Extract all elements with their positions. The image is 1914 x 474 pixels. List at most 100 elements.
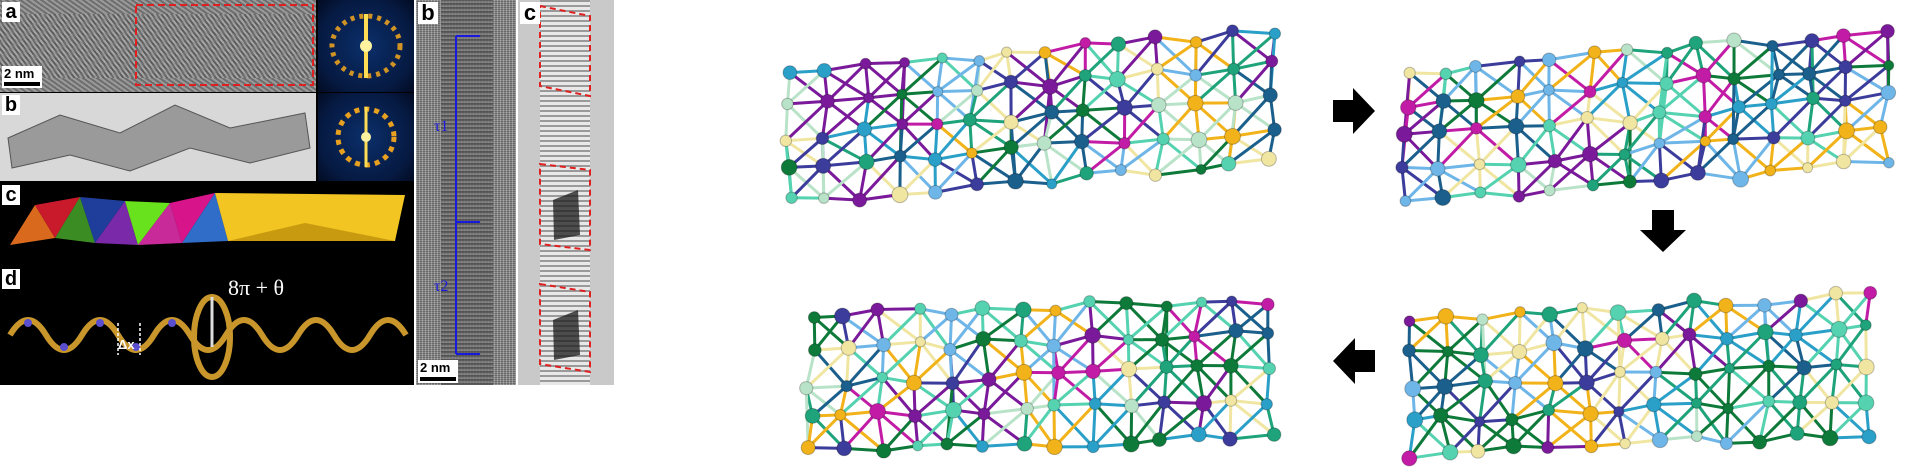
atom-bond bbox=[1654, 333, 1691, 374]
atom-bond bbox=[1547, 88, 1589, 119]
atom bbox=[815, 157, 832, 174]
atom bbox=[1510, 89, 1526, 104]
atom-bond bbox=[1623, 403, 1656, 445]
atom-bond bbox=[1194, 102, 1234, 138]
atom bbox=[1046, 338, 1061, 354]
atom bbox=[1266, 427, 1282, 442]
atom-bond bbox=[1234, 329, 1271, 370]
atom-bond bbox=[1163, 401, 1200, 436]
atom bbox=[1439, 67, 1453, 81]
atom bbox=[1792, 394, 1808, 410]
panel-b: b bbox=[0, 93, 316, 181]
atom-bond bbox=[1725, 400, 1770, 445]
atom-bond bbox=[876, 308, 922, 344]
atom-bond bbox=[1769, 45, 1774, 104]
atom-bond bbox=[935, 182, 978, 194]
atom bbox=[807, 311, 821, 324]
atom bbox=[944, 307, 959, 322]
panel-d: d 8π + θ Δx bbox=[0, 267, 414, 385]
atom bbox=[1619, 437, 1631, 450]
atom-bond bbox=[858, 155, 902, 202]
atom-bond bbox=[1738, 105, 1775, 139]
atom bbox=[1435, 93, 1452, 109]
atom bbox=[1262, 87, 1278, 103]
nanowire-render-3 bbox=[1401, 285, 1878, 467]
atom-bond bbox=[1726, 337, 1770, 368]
atom bbox=[1541, 306, 1558, 323]
atom-bond bbox=[1474, 128, 1482, 165]
atom-bond bbox=[1619, 337, 1664, 374]
atom-bond bbox=[1589, 90, 1632, 125]
atom bbox=[1660, 46, 1674, 60]
atom bbox=[1796, 360, 1812, 376]
atom-bond bbox=[1080, 106, 1126, 143]
atom-bond bbox=[805, 346, 850, 390]
atom-bond bbox=[942, 56, 980, 63]
delta-x-annotation: Δx bbox=[118, 337, 135, 352]
atom-bond bbox=[1658, 115, 1707, 145]
atom bbox=[1431, 123, 1448, 140]
atom bbox=[1584, 439, 1599, 454]
middle-c-roi-boxes bbox=[539, 4, 591, 374]
atom-bond bbox=[1092, 404, 1133, 448]
atom bbox=[1828, 285, 1844, 301]
atom-bond bbox=[1023, 404, 1056, 445]
atom-bond bbox=[864, 63, 871, 98]
atom-bond bbox=[1123, 142, 1157, 177]
atom-bond bbox=[1704, 140, 1742, 181]
middle-panel-b: τ1 τ2 b 2 nm bbox=[416, 0, 516, 385]
atom bbox=[1689, 164, 1706, 181]
atom-bond bbox=[847, 308, 879, 349]
atom-bond bbox=[1830, 365, 1868, 404]
atom bbox=[1861, 429, 1877, 445]
atom-bond bbox=[1043, 109, 1084, 145]
atom bbox=[970, 177, 984, 192]
atom bbox=[981, 371, 997, 388]
atom-bond bbox=[1695, 367, 1731, 405]
arrow-right-icon bbox=[1333, 88, 1375, 134]
atom-bond bbox=[914, 382, 954, 418]
atom-bond bbox=[788, 71, 829, 103]
atom-bond bbox=[1009, 51, 1046, 84]
scale-bar-line bbox=[4, 82, 40, 86]
atom bbox=[1690, 430, 1703, 443]
atom bbox=[1436, 378, 1454, 395]
atom-bond bbox=[881, 340, 922, 379]
atom-bond bbox=[1409, 349, 1448, 354]
atom bbox=[914, 302, 927, 315]
atom bbox=[1659, 76, 1674, 91]
atom bbox=[1752, 434, 1768, 450]
atom bbox=[1403, 66, 1416, 80]
atom bbox=[1261, 326, 1275, 340]
atom bbox=[1470, 443, 1486, 459]
atom-bond bbox=[1475, 60, 1521, 102]
atom bbox=[782, 65, 798, 80]
arrow-left-icon bbox=[1333, 338, 1375, 384]
atom-bond bbox=[868, 92, 902, 100]
atom-bond bbox=[1547, 51, 1596, 92]
atom-bond bbox=[936, 90, 971, 121]
panel-a-label: a bbox=[2, 2, 20, 22]
atom-bond bbox=[936, 57, 944, 92]
atom bbox=[940, 437, 954, 451]
atom bbox=[1196, 296, 1208, 308]
atom bbox=[1542, 119, 1557, 133]
atom-bond bbox=[1704, 77, 1736, 118]
atom bbox=[1542, 83, 1555, 96]
atom-bond bbox=[1739, 136, 1775, 181]
atom bbox=[1505, 412, 1519, 427]
atom bbox=[1614, 366, 1626, 378]
atom-bond bbox=[1166, 300, 1202, 308]
atom-bond bbox=[1408, 315, 1447, 352]
atom-bond bbox=[1044, 41, 1086, 54]
atom bbox=[1690, 397, 1703, 409]
panel-b-simulation bbox=[7, 104, 311, 172]
panel-b-label: b bbox=[2, 95, 20, 115]
atom bbox=[1764, 164, 1777, 177]
atom-bond bbox=[1728, 330, 1767, 370]
atom-bond bbox=[1408, 414, 1443, 460]
atom bbox=[973, 55, 986, 67]
atom-bond bbox=[934, 152, 973, 194]
atom bbox=[1651, 431, 1669, 449]
atom bbox=[1727, 72, 1741, 86]
